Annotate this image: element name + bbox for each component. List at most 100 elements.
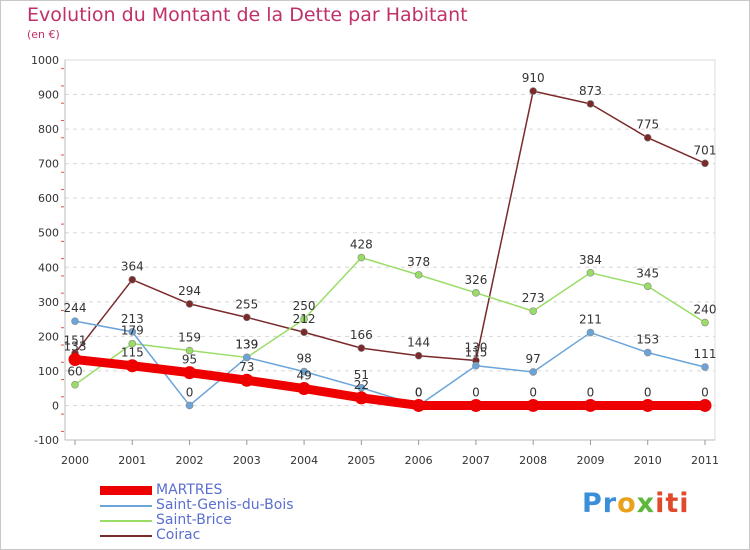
data-point xyxy=(297,382,311,396)
data-point xyxy=(472,289,480,297)
x-tick-label: 2004 xyxy=(290,454,318,467)
x-tick-label: 2010 xyxy=(634,454,662,467)
data-point xyxy=(529,368,537,376)
data-point xyxy=(414,271,423,279)
data-label: 701 xyxy=(694,143,717,157)
x-tick-label: 2003 xyxy=(233,454,261,467)
legend-label: Saint-Brice xyxy=(156,512,232,528)
data-label: 294 xyxy=(178,284,201,298)
data-point xyxy=(71,380,79,389)
data-label: 255 xyxy=(235,297,258,311)
data-point xyxy=(701,159,709,168)
series-line-martres xyxy=(70,355,710,410)
data-point xyxy=(354,391,368,405)
data-label: 212 xyxy=(293,312,316,326)
data-label: 240 xyxy=(694,303,717,317)
y-tick-label: 700 xyxy=(38,158,59,171)
data-label: 166 xyxy=(350,328,373,342)
y-tick-label: 600 xyxy=(38,192,59,205)
data-label: 179 xyxy=(121,324,144,338)
y-tick-label: 100 xyxy=(38,365,59,378)
legend-swatch xyxy=(100,504,152,507)
data-label: 910 xyxy=(522,71,545,85)
y-tick-label: 800 xyxy=(38,123,59,136)
data-point xyxy=(643,282,652,291)
data-label: 115 xyxy=(464,346,487,360)
data-label: 345 xyxy=(636,266,659,280)
data-label: 95 xyxy=(182,353,197,367)
data-point xyxy=(357,344,366,352)
legend-item: Coirac xyxy=(100,528,294,543)
series-line-saint-brice xyxy=(74,256,706,386)
legend-swatch xyxy=(100,486,152,495)
data-point xyxy=(300,315,308,323)
plot-area xyxy=(64,59,716,441)
data-label: 139 xyxy=(235,337,258,351)
legend-swatch xyxy=(100,519,152,522)
data-point xyxy=(300,328,308,337)
data-point xyxy=(529,87,537,95)
y-tick-label: 1000 xyxy=(31,54,59,67)
legend-label: MARTRES xyxy=(156,482,223,498)
data-point xyxy=(526,398,540,412)
legend-item: Saint-Genis-du-Bois xyxy=(100,498,294,513)
data-label: 326 xyxy=(464,273,487,287)
x-tick-label: 2002 xyxy=(176,454,204,467)
data-point xyxy=(183,366,197,380)
x-tick-label: 2008 xyxy=(519,454,547,467)
data-label: 0 xyxy=(186,385,194,399)
data-point xyxy=(128,275,137,284)
data-point xyxy=(412,398,426,412)
series-line-coirac xyxy=(74,90,706,362)
data-label: 378 xyxy=(407,255,430,269)
y-tick-label: 200 xyxy=(38,330,59,343)
y-tick-label: 300 xyxy=(38,296,59,309)
data-label: 211 xyxy=(579,313,602,327)
data-point xyxy=(586,328,595,337)
y-tick-label: 0 xyxy=(52,399,59,412)
data-label: 250 xyxy=(293,299,316,313)
data-label: 22 xyxy=(354,378,369,392)
data-point xyxy=(469,398,483,412)
x-tick-label: 2001 xyxy=(118,454,146,467)
chart-title: Evolution du Montant de la Dette par Hab… xyxy=(27,4,468,26)
data-label: 133 xyxy=(64,340,87,354)
data-point xyxy=(243,353,251,362)
data-point xyxy=(414,351,423,360)
x-tick-label: 2007 xyxy=(462,454,490,467)
y-tick-label: 500 xyxy=(38,227,59,240)
data-point xyxy=(68,353,82,367)
line-chart: -100010020030040050060070080090010002000… xyxy=(31,54,719,467)
data-point xyxy=(529,307,537,315)
proxiti-logo: Proxiti xyxy=(582,488,690,519)
data-label: 0 xyxy=(701,385,709,399)
y-tick-label: 400 xyxy=(38,261,59,274)
data-label: 98 xyxy=(296,352,311,366)
x-tick-label: 2000 xyxy=(61,454,89,467)
legend-label: Coirac xyxy=(156,527,201,543)
series-line-saint-genis-du-bois xyxy=(74,320,706,407)
data-point xyxy=(125,359,139,373)
data-label: 273 xyxy=(522,291,545,305)
data-point xyxy=(586,268,595,277)
data-point xyxy=(643,348,652,357)
data-label: 0 xyxy=(472,385,480,399)
data-point xyxy=(701,318,709,327)
data-label: 111 xyxy=(694,347,717,361)
data-label: 244 xyxy=(64,301,87,315)
data-label: 60 xyxy=(67,365,82,379)
data-point xyxy=(583,398,597,412)
data-point xyxy=(698,398,712,412)
data-label: 775 xyxy=(636,118,659,132)
data-label: 0 xyxy=(587,385,595,399)
data-label: 130 xyxy=(464,341,487,355)
data-point xyxy=(128,328,137,336)
y-tick-label: -100 xyxy=(34,434,59,447)
x-tick-label: 2005 xyxy=(347,454,375,467)
data-point xyxy=(240,373,254,387)
data-label: 159 xyxy=(178,331,201,345)
data-label: 873 xyxy=(579,84,602,98)
data-label: 384 xyxy=(579,253,602,267)
x-tick-label: 2006 xyxy=(405,454,433,467)
data-label: 0 xyxy=(415,385,423,399)
